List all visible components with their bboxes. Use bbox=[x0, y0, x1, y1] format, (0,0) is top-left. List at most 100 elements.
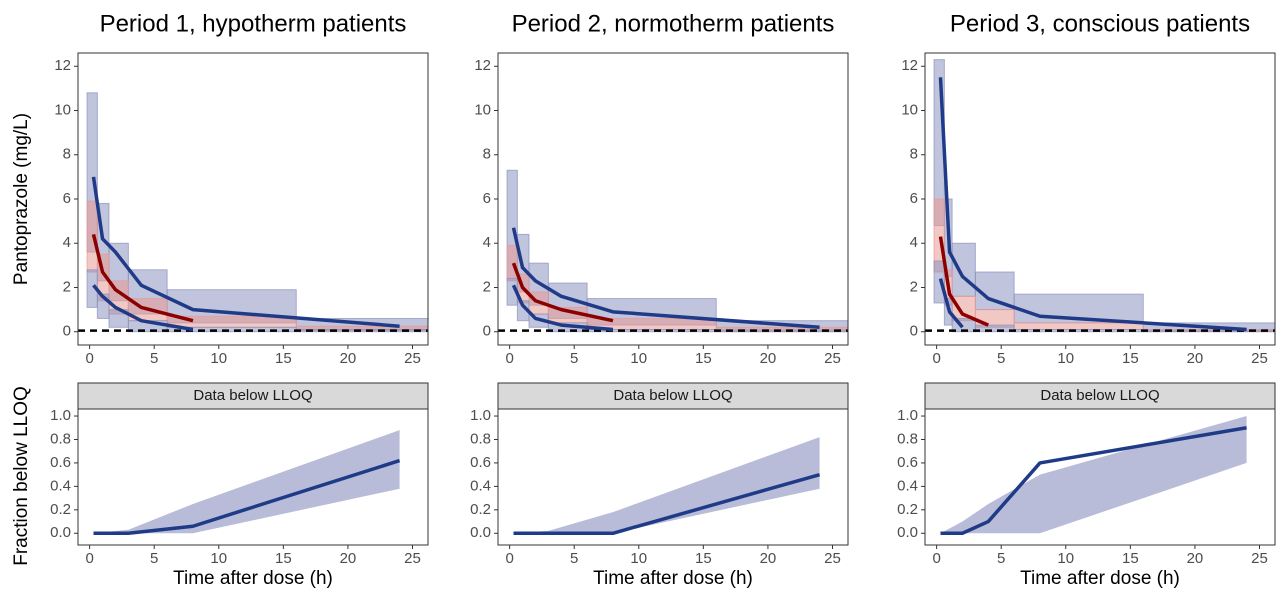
percentile-line bbox=[91, 233, 194, 323]
x-tick-label: 15 bbox=[1122, 550, 1139, 567]
y-tick-label: 0.0 bbox=[470, 524, 491, 541]
x-tick-label: 15 bbox=[1122, 350, 1139, 367]
y-tick-label: 8 bbox=[910, 146, 918, 163]
x-tick-label: 20 bbox=[1187, 350, 1204, 367]
strip-background bbox=[77, 382, 429, 410]
interval-rect bbox=[96, 293, 110, 319]
x-tick-label: 20 bbox=[760, 550, 777, 567]
x-tick-label: 25 bbox=[1251, 550, 1268, 567]
x-tick-label: 5 bbox=[150, 550, 158, 567]
y-tick-label: 0.4 bbox=[470, 477, 491, 494]
x-tick-label: 25 bbox=[404, 550, 421, 567]
plot-border bbox=[77, 408, 429, 546]
percentile-line bbox=[511, 262, 614, 323]
plot-border bbox=[77, 52, 429, 346]
percentile-line bbox=[511, 227, 820, 330]
plot-layer bbox=[925, 59, 1275, 333]
y-tick-label: 0 bbox=[910, 323, 918, 340]
y-tick-label: 0 bbox=[63, 323, 71, 340]
y-tick-label: 10 bbox=[901, 101, 918, 118]
x-tick-label: 25 bbox=[404, 350, 421, 367]
x-axis-label: Time after dose (h) bbox=[593, 568, 753, 589]
plot-layer bbox=[940, 416, 1247, 536]
strip-label: Data below LLOQ bbox=[193, 387, 312, 404]
plot-border bbox=[497, 408, 849, 546]
plot-layer bbox=[498, 169, 848, 333]
fraction-line bbox=[513, 472, 821, 536]
percentile-line bbox=[938, 77, 1247, 332]
y-tick-label: 12 bbox=[54, 57, 71, 74]
x-tick-label: 5 bbox=[997, 350, 1005, 367]
y-tick-label: 0.2 bbox=[470, 501, 491, 518]
interval-rect bbox=[974, 324, 1015, 333]
y-tick-label: 6 bbox=[910, 190, 918, 207]
y-tick-label: 0.4 bbox=[50, 477, 71, 494]
plot-border bbox=[924, 52, 1276, 346]
y-tick-label: 0.2 bbox=[50, 501, 71, 518]
y-tick-label: 0.0 bbox=[50, 524, 71, 541]
x-tick-label: 10 bbox=[210, 550, 227, 567]
x-tick-label: 10 bbox=[210, 350, 227, 367]
interval-rect bbox=[506, 244, 518, 282]
y-tick-label: 0 bbox=[483, 323, 491, 340]
y-tick-label: 4 bbox=[63, 234, 71, 251]
x-tick-label: 0 bbox=[932, 550, 940, 567]
panel-title: Period 2, normotherm patients bbox=[512, 10, 835, 37]
strip-label: Data below LLOQ bbox=[1040, 387, 1159, 404]
percentile-line bbox=[938, 236, 989, 327]
y-tick-label: 6 bbox=[483, 190, 491, 207]
x-tick-label: 5 bbox=[570, 550, 578, 567]
x-tick-label: 0 bbox=[85, 350, 93, 367]
y-tick-label: 2 bbox=[910, 278, 918, 295]
x-tick-label: 25 bbox=[824, 550, 841, 567]
y-tick-label: 0.4 bbox=[897, 477, 918, 494]
y-tick-label: 1.0 bbox=[897, 407, 918, 424]
interval-rect bbox=[951, 242, 976, 297]
y-tick-label: 2 bbox=[63, 278, 71, 295]
interval-rect bbox=[933, 260, 945, 304]
strip-label: Data below LLOQ bbox=[613, 387, 732, 404]
x-tick-label: 0 bbox=[85, 550, 93, 567]
y-tick-label: 12 bbox=[901, 57, 918, 74]
y-tick-label: 10 bbox=[54, 101, 71, 118]
panel-title: Period 1, hypotherm patients bbox=[100, 10, 407, 37]
percentile-line bbox=[91, 176, 400, 328]
x-tick-label: 0 bbox=[932, 350, 940, 367]
y-tick-label: 12 bbox=[474, 57, 491, 74]
x-axis-label: Time after dose (h) bbox=[1020, 568, 1180, 589]
y-tick-label: 0.8 bbox=[470, 430, 491, 447]
x-tick-label: 20 bbox=[760, 350, 777, 367]
y-tick-label: 8 bbox=[63, 146, 71, 163]
plot-border bbox=[924, 408, 1276, 546]
y-tick-label: 4 bbox=[483, 234, 491, 251]
y-tick-label: 6 bbox=[63, 190, 71, 207]
x-tick-label: 5 bbox=[150, 350, 158, 367]
x-tick-label: 10 bbox=[630, 550, 647, 567]
x-tick-label: 25 bbox=[824, 350, 841, 367]
x-tick-label: 10 bbox=[630, 350, 647, 367]
plot-layer bbox=[513, 437, 821, 536]
y-tick-label: 0.2 bbox=[897, 501, 918, 518]
x-tick-label: 0 bbox=[505, 550, 513, 567]
y-tick-label: 1.0 bbox=[50, 407, 71, 424]
y-tick-label: 1.0 bbox=[470, 407, 491, 424]
strip-background bbox=[497, 382, 849, 410]
x-tick-label: 5 bbox=[570, 350, 578, 367]
confidence-band bbox=[513, 437, 820, 534]
panel-title: Period 3, conscious patients bbox=[950, 10, 1250, 37]
x-tick-label: 15 bbox=[275, 350, 292, 367]
percentile-line bbox=[92, 284, 194, 332]
plot-layer bbox=[78, 92, 428, 333]
y-tick-label: 10 bbox=[474, 101, 491, 118]
x-tick-label: 10 bbox=[1057, 350, 1074, 367]
x-tick-label: 5 bbox=[997, 550, 1005, 567]
y-tick-label: 0.6 bbox=[50, 454, 71, 471]
x-tick-label: 10 bbox=[1057, 550, 1074, 567]
y-tick-label: 0.8 bbox=[897, 430, 918, 447]
x-tick-label: 15 bbox=[695, 550, 712, 567]
y-tick-label: 0.6 bbox=[897, 454, 918, 471]
x-tick-label: 20 bbox=[1187, 550, 1204, 567]
percentile-line bbox=[511, 284, 614, 332]
plot-border bbox=[497, 52, 849, 346]
